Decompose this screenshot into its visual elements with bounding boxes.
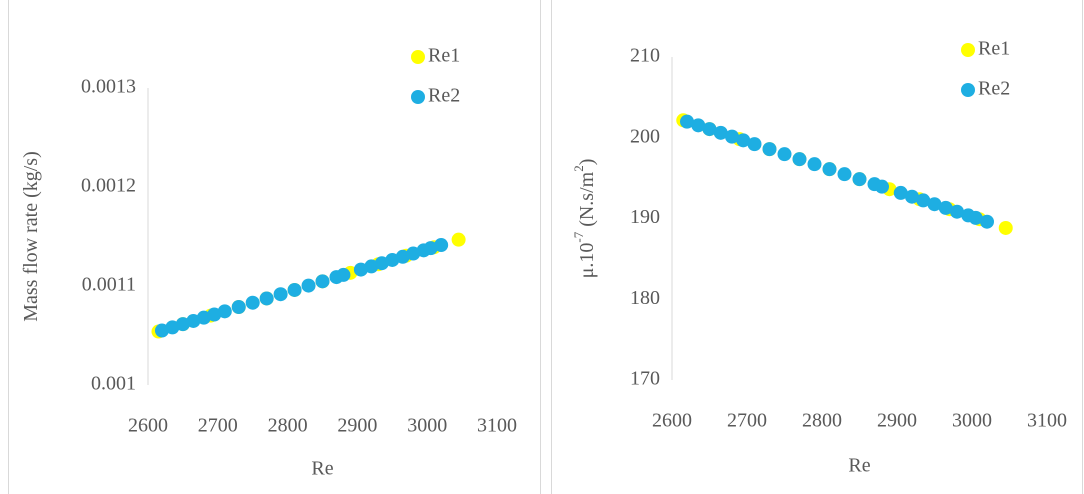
- x-tick-label: 3000: [952, 410, 992, 432]
- point: [938, 200, 953, 215]
- point: [287, 282, 302, 297]
- panel-border: [551, 0, 1083, 494]
- point: [691, 118, 706, 133]
- x-tick-label: 2800: [802, 410, 842, 432]
- point: [777, 147, 792, 162]
- point: [725, 129, 739, 144]
- point: [736, 133, 751, 148]
- point: [875, 179, 889, 194]
- point: [980, 214, 994, 229]
- point: [336, 267, 351, 282]
- point: [762, 142, 777, 157]
- point: [893, 185, 908, 200]
- x-tick-label: 2600: [128, 415, 168, 437]
- point: [968, 210, 983, 225]
- x-tick-label: 3100: [477, 415, 517, 437]
- x-tick-label: 2800: [268, 415, 308, 437]
- y-tick-label: 200: [630, 125, 660, 147]
- point: [837, 167, 852, 182]
- point: [273, 287, 288, 302]
- y-axis-label-part: 2: [571, 165, 586, 172]
- x-tick-label: 2900: [877, 410, 917, 432]
- legend-label: Re2: [428, 85, 460, 107]
- point: [702, 122, 717, 137]
- y-axis-label-part: -7: [571, 231, 586, 242]
- x-tick-label: 3000: [407, 415, 447, 437]
- y-axis-label: Mass flow rate (kg/s): [20, 151, 42, 322]
- legend-label: Re1: [978, 38, 1010, 60]
- point: [950, 204, 964, 219]
- y-tick-label: 0.0012: [81, 175, 136, 197]
- point: [680, 114, 694, 129]
- point: [301, 278, 316, 293]
- legend-label: Re2: [978, 78, 1010, 100]
- point: [792, 152, 807, 167]
- x-tick-label: 3100: [1027, 410, 1067, 432]
- x-tick-label: 2700: [198, 415, 238, 437]
- point: [713, 125, 728, 140]
- x-tick-label: 2600: [652, 410, 692, 432]
- point: [807, 157, 822, 172]
- y-tick-label: 0.0013: [81, 76, 136, 98]
- y-axis-label-part: μ.10: [576, 243, 598, 279]
- y-tick-label: 0.0011: [82, 274, 136, 296]
- legend-marker: [411, 90, 425, 104]
- y-tick-label: 0.001: [91, 373, 136, 395]
- y-tick-label: 170: [630, 368, 660, 390]
- y-tick-label: 190: [630, 206, 660, 228]
- point: [245, 295, 260, 310]
- legend-marker: [961, 83, 975, 97]
- x-axis-label: Re: [311, 458, 333, 480]
- y-axis-label-part: (N.s/m: [576, 171, 598, 231]
- point: [916, 193, 931, 208]
- point: [451, 232, 466, 247]
- x-tick-label: 2900: [337, 415, 377, 437]
- point: [852, 172, 867, 187]
- legend-marker: [961, 43, 975, 57]
- panel-border: [8, 0, 541, 494]
- point: [927, 197, 942, 212]
- y-axis-label: μ.10-7 (N.s/m2): [571, 159, 597, 279]
- x-tick-label: 2700: [727, 410, 767, 432]
- point: [217, 304, 232, 319]
- legend-label: Re1: [428, 45, 460, 67]
- point: [259, 291, 274, 306]
- point: [747, 137, 762, 152]
- point: [822, 162, 837, 177]
- y-tick-label: 180: [630, 287, 660, 309]
- point: [315, 274, 330, 289]
- point: [998, 220, 1013, 235]
- y-axis-label-part: Mass flow rate (kg/s): [20, 151, 42, 322]
- y-axis-label-part: ): [576, 159, 598, 166]
- point: [231, 299, 246, 314]
- point: [905, 189, 919, 204]
- y-tick-label: 210: [630, 45, 660, 67]
- x-axis-label: Re: [848, 455, 870, 477]
- point: [434, 238, 449, 253]
- legend-marker: [411, 50, 425, 64]
